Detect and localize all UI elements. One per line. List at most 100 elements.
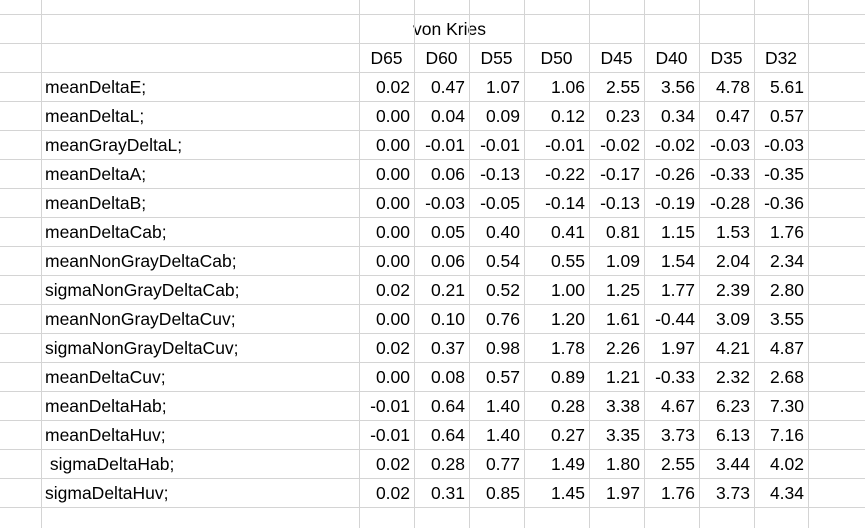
table-cell[interactable]: 0.28 <box>430 454 465 474</box>
row-label[interactable]: sigmaDeltaHab; <box>45 454 175 474</box>
table-cell[interactable]: 1.15 <box>660 222 695 242</box>
table-cell[interactable]: 4.34 <box>769 483 804 503</box>
column-header[interactable]: D55 <box>480 48 513 68</box>
row-label[interactable]: meanGrayDeltaL; <box>45 135 183 155</box>
table-cell[interactable]: -0.26 <box>655 164 695 184</box>
table-cell[interactable]: 0.02 <box>375 483 410 503</box>
table-cell[interactable]: 0.06 <box>430 164 465 184</box>
table-cell[interactable]: 0.00 <box>375 135 410 155</box>
row-label[interactable]: meanDeltaCab; <box>45 222 167 242</box>
table-cell[interactable]: 1.06 <box>550 77 585 97</box>
table-cell[interactable]: -0.33 <box>710 164 750 184</box>
table-cell[interactable]: 4.78 <box>715 77 750 97</box>
table-cell[interactable]: -0.05 <box>480 193 520 213</box>
column-header[interactable]: D35 <box>710 48 743 68</box>
table-cell[interactable]: -0.36 <box>764 193 804 213</box>
table-title[interactable]: von Kries <box>413 19 486 39</box>
table-cell[interactable]: 2.26 <box>605 338 640 358</box>
table-cell[interactable]: 1.45 <box>550 483 585 503</box>
table-cell[interactable]: 0.02 <box>375 77 410 97</box>
table-cell[interactable]: -0.01 <box>370 396 410 416</box>
table-cell[interactable]: 0.76 <box>485 309 520 329</box>
table-cell[interactable]: 0.12 <box>550 106 585 126</box>
table-cell[interactable]: -0.33 <box>655 367 695 387</box>
table-cell[interactable]: -0.02 <box>600 135 640 155</box>
table-cell[interactable]: 0.41 <box>550 222 585 242</box>
table-cell[interactable]: 0.37 <box>430 338 465 358</box>
table-cell[interactable]: 4.87 <box>769 338 804 358</box>
table-cell[interactable]: 0.00 <box>375 193 410 213</box>
table-cell[interactable]: 1.97 <box>660 338 695 358</box>
row-label[interactable]: meanNonGrayDeltaCuv; <box>45 309 236 329</box>
table-cell[interactable]: 0.21 <box>430 280 465 300</box>
table-cell[interactable]: 4.02 <box>769 454 804 474</box>
table-cell[interactable]: 0.52 <box>485 280 520 300</box>
table-cell[interactable]: 0.09 <box>485 106 520 126</box>
table-cell[interactable]: -0.01 <box>370 425 410 445</box>
table-cell[interactable]: -0.14 <box>545 193 585 213</box>
table-cell[interactable]: 0.02 <box>375 280 410 300</box>
table-cell[interactable]: 1.76 <box>769 222 804 242</box>
table-cell[interactable]: -0.13 <box>480 164 520 184</box>
table-cell[interactable]: 0.40 <box>485 222 520 242</box>
table-cell[interactable]: 0.23 <box>605 106 640 126</box>
table-cell[interactable]: -0.22 <box>545 164 585 184</box>
row-label[interactable]: meanDeltaA; <box>45 164 147 184</box>
table-cell[interactable]: 0.34 <box>660 106 695 126</box>
table-cell[interactable]: 0.27 <box>550 425 585 445</box>
table-cell[interactable]: 2.39 <box>715 280 750 300</box>
table-cell[interactable]: 1.77 <box>660 280 695 300</box>
column-header[interactable]: D50 <box>540 48 573 68</box>
table-cell[interactable]: 4.21 <box>715 338 750 358</box>
table-cell[interactable]: -0.19 <box>655 193 695 213</box>
table-cell[interactable]: 1.49 <box>550 454 585 474</box>
table-cell[interactable]: 0.77 <box>485 454 520 474</box>
table-cell[interactable]: 6.13 <box>715 425 750 445</box>
table-cell[interactable]: 0.57 <box>485 367 520 387</box>
table-cell[interactable]: 2.04 <box>715 251 750 271</box>
table-cell[interactable]: -0.17 <box>600 164 640 184</box>
table-cell[interactable]: 3.38 <box>605 396 640 416</box>
column-header[interactable]: D60 <box>425 48 458 68</box>
table-cell[interactable]: 3.44 <box>715 454 750 474</box>
column-header[interactable]: D45 <box>600 48 633 68</box>
column-header[interactable]: D32 <box>764 48 798 68</box>
table-cell[interactable]: 0.08 <box>430 367 465 387</box>
table-cell[interactable]: 1.00 <box>550 280 585 300</box>
table-cell[interactable]: 1.54 <box>660 251 695 271</box>
table-cell[interactable]: 3.09 <box>715 309 750 329</box>
table-cell[interactable]: -0.13 <box>600 193 640 213</box>
table-cell[interactable]: 3.35 <box>605 425 640 445</box>
table-cell[interactable]: 2.55 <box>605 77 640 97</box>
table-cell[interactable]: -0.02 <box>655 135 695 155</box>
table-cell[interactable]: 0.00 <box>375 222 410 242</box>
table-cell[interactable]: 3.55 <box>769 309 804 329</box>
table-cell[interactable]: 0.47 <box>430 77 465 97</box>
table-cell[interactable]: 0.64 <box>430 396 465 416</box>
table-cell[interactable]: 1.40 <box>485 425 520 445</box>
table-cell[interactable]: 0.85 <box>485 483 520 503</box>
table-cell[interactable]: 0.06 <box>430 251 465 271</box>
table-cell[interactable]: -0.01 <box>545 135 585 155</box>
table-cell[interactable]: 1.97 <box>605 483 640 503</box>
row-label[interactable]: sigmaDeltaHuv; <box>45 483 169 503</box>
table-cell[interactable]: 0.00 <box>375 106 410 126</box>
row-label[interactable]: meanDeltaCuv; <box>45 367 166 387</box>
table-cell[interactable]: 1.21 <box>605 367 640 387</box>
table-cell[interactable]: 0.47 <box>715 106 750 126</box>
table-cell[interactable]: 1.25 <box>605 280 640 300</box>
table-cell[interactable]: -0.01 <box>480 135 520 155</box>
table-cell[interactable]: 1.40 <box>485 396 520 416</box>
table-cell[interactable]: -0.03 <box>764 135 804 155</box>
table-cell[interactable]: -0.28 <box>710 193 750 213</box>
table-cell[interactable]: -0.03 <box>710 135 750 155</box>
table-cell[interactable]: 4.67 <box>660 396 695 416</box>
table-cell[interactable]: 0.28 <box>550 396 585 416</box>
table-cell[interactable]: -0.44 <box>655 309 695 329</box>
row-label[interactable]: meanDeltaE; <box>45 77 147 97</box>
table-cell[interactable]: 0.57 <box>769 106 804 126</box>
table-cell[interactable]: 5.61 <box>769 77 804 97</box>
table-cell[interactable]: 0.10 <box>430 309 465 329</box>
table-cell[interactable]: 1.20 <box>550 309 585 329</box>
table-cell[interactable]: 1.61 <box>605 309 640 329</box>
